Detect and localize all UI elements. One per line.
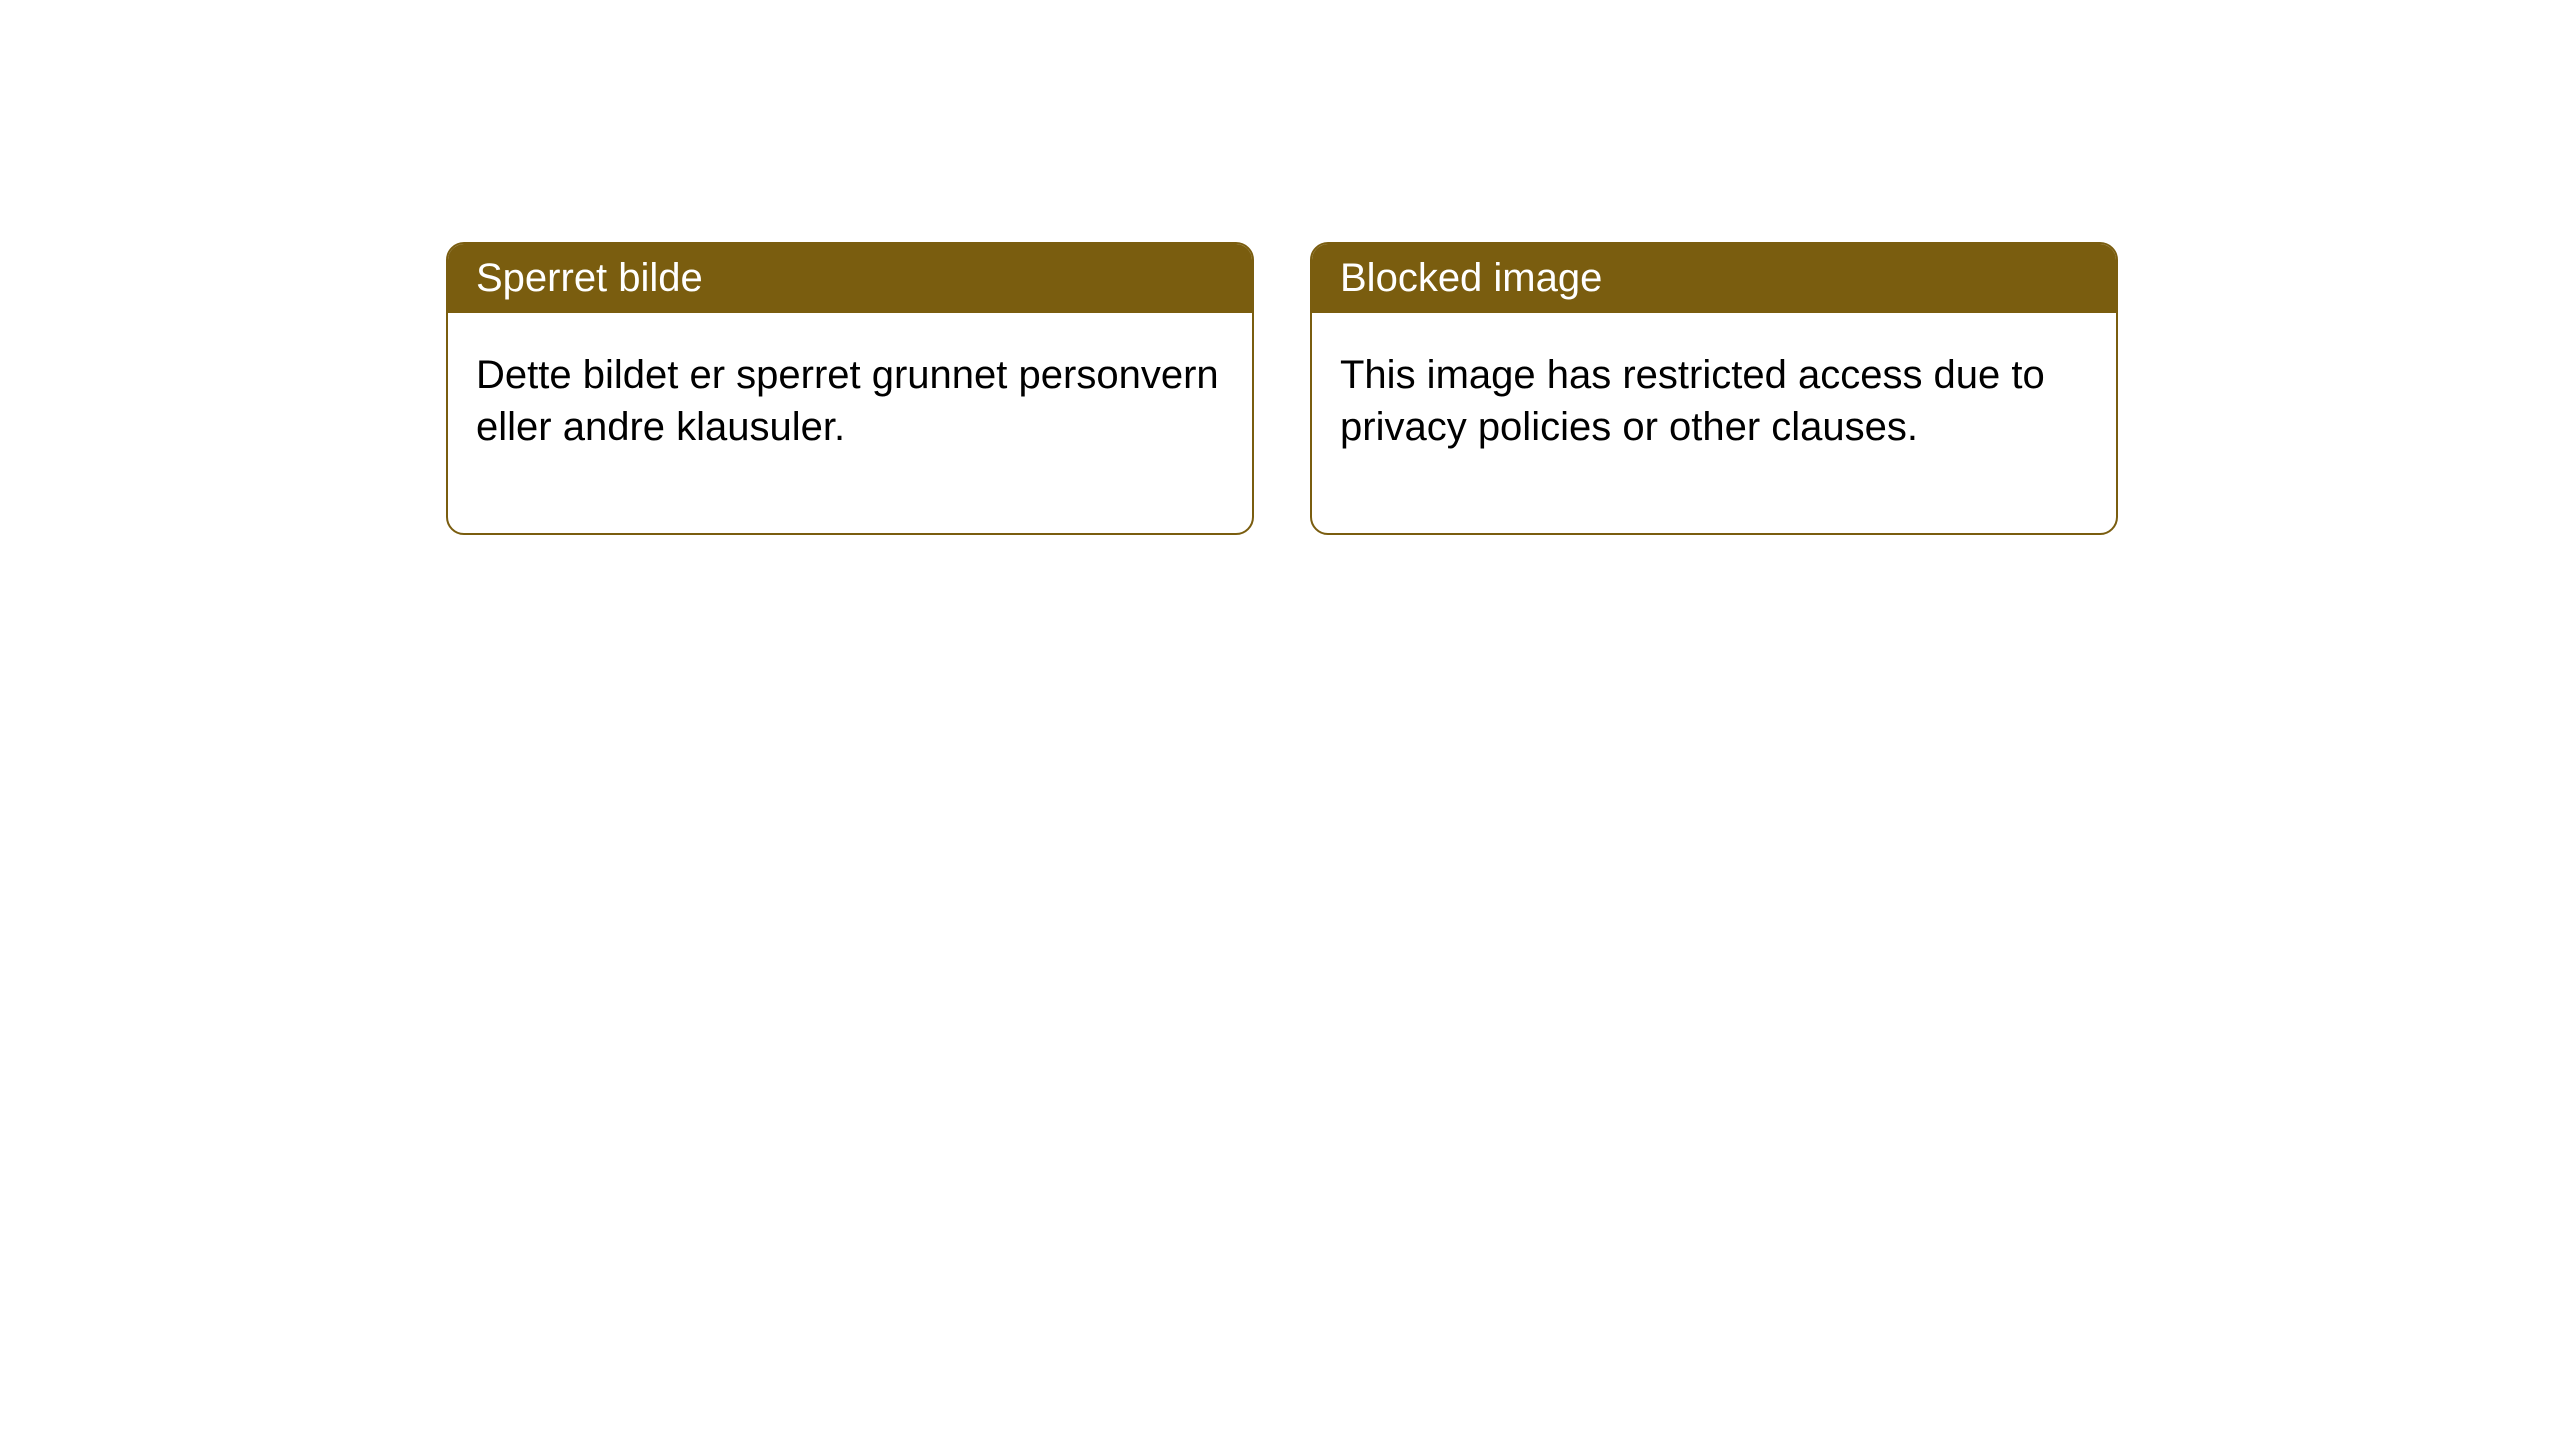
notice-title: Blocked image [1340, 256, 1602, 300]
notice-container: Sperret bilde Dette bildet er sperret gr… [0, 0, 2560, 535]
notice-text: Dette bildet er sperret grunnet personve… [476, 353, 1219, 449]
notice-card-english: Blocked image This image has restricted … [1310, 242, 2118, 535]
notice-title: Sperret bilde [476, 256, 703, 300]
notice-card-norwegian: Sperret bilde Dette bildet er sperret gr… [446, 242, 1254, 535]
notice-header: Sperret bilde [448, 244, 1252, 313]
notice-text: This image has restricted access due to … [1340, 353, 2045, 449]
notice-body: This image has restricted access due to … [1312, 313, 2116, 533]
notice-header: Blocked image [1312, 244, 2116, 313]
notice-body: Dette bildet er sperret grunnet personve… [448, 313, 1252, 533]
